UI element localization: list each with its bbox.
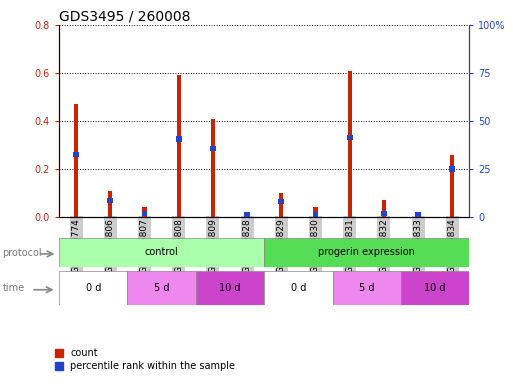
Bar bbox=[347, 135, 352, 141]
Bar bbox=[382, 200, 386, 217]
Bar bbox=[450, 155, 455, 217]
Text: 5 d: 5 d bbox=[154, 283, 169, 293]
Text: control: control bbox=[145, 247, 179, 258]
Bar bbox=[107, 197, 113, 203]
Bar bbox=[108, 190, 112, 217]
Bar bbox=[210, 146, 216, 151]
Bar bbox=[59, 271, 127, 305]
Text: time: time bbox=[3, 283, 25, 293]
Text: 5 d: 5 d bbox=[359, 283, 374, 293]
Bar bbox=[348, 71, 352, 217]
Legend: count, percentile rank within the sample: count, percentile rank within the sample bbox=[51, 344, 240, 375]
Bar bbox=[142, 211, 147, 216]
Bar bbox=[59, 238, 264, 267]
Bar bbox=[176, 75, 181, 217]
Text: 0 d: 0 d bbox=[86, 283, 101, 293]
Bar bbox=[279, 193, 283, 217]
Bar bbox=[313, 207, 318, 217]
Bar bbox=[279, 199, 284, 204]
Text: 10 d: 10 d bbox=[219, 283, 241, 293]
Bar bbox=[143, 207, 147, 217]
Text: 10 d: 10 d bbox=[424, 283, 446, 293]
Bar bbox=[211, 119, 215, 217]
Bar bbox=[244, 212, 250, 217]
Bar bbox=[127, 271, 196, 305]
Bar bbox=[73, 152, 79, 157]
Bar bbox=[264, 271, 332, 305]
Text: GDS3495 / 260008: GDS3495 / 260008 bbox=[59, 10, 190, 24]
Bar bbox=[176, 136, 182, 142]
Bar bbox=[264, 238, 469, 267]
Bar bbox=[74, 104, 78, 217]
Bar bbox=[381, 211, 387, 216]
Bar bbox=[312, 212, 319, 217]
Bar bbox=[449, 166, 455, 172]
Bar bbox=[332, 271, 401, 305]
Bar bbox=[196, 271, 264, 305]
Text: protocol: protocol bbox=[3, 248, 42, 258]
Bar bbox=[415, 212, 421, 217]
Text: progerin expression: progerin expression bbox=[319, 247, 415, 258]
Bar bbox=[401, 271, 469, 305]
Text: 0 d: 0 d bbox=[291, 283, 306, 293]
